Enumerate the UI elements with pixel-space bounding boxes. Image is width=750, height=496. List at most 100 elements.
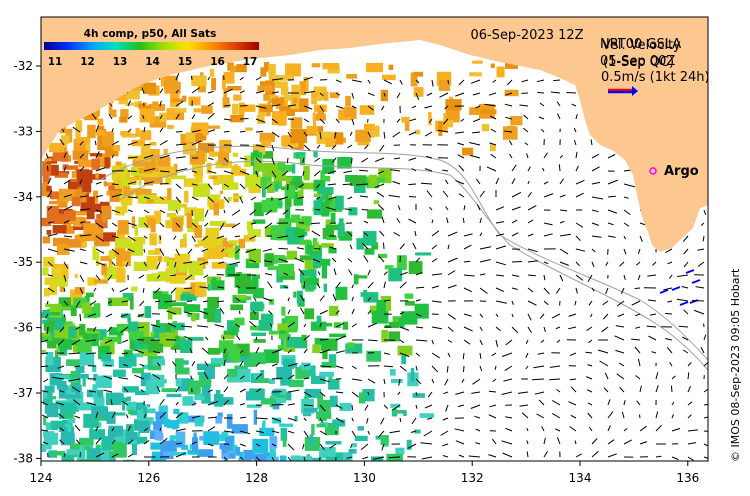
sst-patch bbox=[184, 207, 198, 217]
velocity-arrow bbox=[79, 287, 84, 294]
sst-patch bbox=[231, 165, 241, 175]
velocity-arrow bbox=[327, 170, 337, 175]
sst-patch bbox=[148, 157, 161, 172]
velocity-arrow bbox=[134, 374, 145, 380]
velocity-arrow bbox=[287, 389, 300, 393]
sst-patch bbox=[143, 407, 148, 419]
velocity-arrow bbox=[536, 79, 545, 83]
sst-patch bbox=[345, 95, 351, 107]
sst-patch bbox=[406, 439, 412, 450]
sst-patch bbox=[101, 205, 112, 219]
velocity-arrow bbox=[505, 416, 513, 419]
velocity-arrow bbox=[521, 79, 529, 83]
velocity-arrow bbox=[486, 166, 497, 172]
sst-patch bbox=[165, 172, 172, 185]
sst-patch bbox=[144, 161, 151, 171]
colorbar-tick-label: 12 bbox=[80, 56, 95, 68]
sst-patch bbox=[490, 63, 495, 68]
sst-patch bbox=[329, 333, 347, 338]
velocity-arrow bbox=[574, 440, 577, 445]
velocity-arrow bbox=[351, 417, 354, 422]
sst-patch bbox=[132, 443, 137, 456]
velocity-arrow bbox=[61, 128, 65, 133]
velocity-arrow bbox=[139, 300, 145, 307]
sst-patch bbox=[308, 457, 322, 461]
velocity-arrow bbox=[591, 450, 599, 458]
velocity-arrow bbox=[651, 351, 657, 354]
velocity-arrow bbox=[671, 401, 675, 406]
sst-patch bbox=[249, 325, 266, 331]
sst-patch bbox=[95, 173, 99, 179]
velocity-arrow bbox=[170, 287, 177, 294]
sst-patch bbox=[83, 223, 99, 234]
sst-patch bbox=[131, 216, 136, 229]
velocity-arrow bbox=[623, 428, 628, 432]
velocity-arrow bbox=[287, 417, 297, 422]
sst-patch bbox=[132, 237, 146, 245]
velocity-arrow bbox=[79, 452, 81, 458]
velocity-arrow bbox=[411, 417, 417, 425]
sst-patch bbox=[325, 441, 342, 445]
sst-patch bbox=[83, 446, 91, 450]
velocity-arrow bbox=[399, 271, 408, 276]
velocity-arrow bbox=[45, 153, 49, 159]
sst-patch bbox=[303, 407, 318, 413]
sst-patch bbox=[194, 212, 204, 219]
velocity-arrow bbox=[618, 362, 625, 367]
sst-patch bbox=[245, 359, 258, 367]
sst-patch bbox=[198, 85, 206, 93]
sst-patch bbox=[121, 133, 137, 138]
sst-patch bbox=[288, 379, 304, 388]
sst-patch bbox=[50, 191, 60, 200]
velocity-arrow bbox=[442, 417, 449, 421]
sst-patch bbox=[211, 175, 218, 180]
sst-patch bbox=[192, 437, 199, 451]
velocity-arrow bbox=[302, 157, 305, 163]
velocity-arrow bbox=[303, 404, 314, 407]
sst-patch bbox=[301, 362, 311, 370]
sst-patch bbox=[152, 290, 162, 299]
velocity-arrow bbox=[519, 104, 529, 107]
sst-patch bbox=[335, 452, 353, 461]
sst-patch bbox=[234, 317, 245, 326]
velocity-arrow bbox=[703, 403, 708, 406]
sst-patch bbox=[159, 112, 167, 122]
sst-patch bbox=[188, 96, 201, 106]
sst-patch bbox=[207, 296, 220, 308]
sst-patch bbox=[166, 420, 180, 429]
velocity-arrow bbox=[543, 437, 546, 445]
velocity-arrow bbox=[623, 196, 629, 199]
velocity-arrow bbox=[59, 427, 65, 432]
velocity-arrow bbox=[607, 411, 614, 419]
velocity-arrow bbox=[446, 217, 449, 224]
velocity-arrow bbox=[591, 153, 600, 159]
sst-patch bbox=[209, 220, 227, 226]
velocity-arrow bbox=[294, 257, 305, 263]
velocity-arrow bbox=[255, 373, 263, 380]
sst-patch bbox=[243, 449, 255, 460]
sst-patch bbox=[93, 279, 108, 284]
velocity-arrow bbox=[223, 386, 229, 393]
velocity-arrow bbox=[383, 92, 386, 97]
velocity-arrow bbox=[363, 220, 369, 224]
sst-patch bbox=[300, 182, 317, 190]
velocity-arrow bbox=[426, 155, 433, 159]
velocity-arrow bbox=[166, 310, 177, 315]
velocity-arrow bbox=[127, 128, 132, 133]
velocity-arrow bbox=[381, 443, 385, 451]
velocity-arrow bbox=[605, 261, 609, 266]
velocity-arrow bbox=[334, 131, 337, 139]
sst-patch bbox=[131, 286, 138, 292]
velocity-arrow bbox=[655, 424, 662, 432]
velocity-arrow bbox=[127, 453, 133, 458]
sst-patch bbox=[259, 132, 276, 143]
velocity-arrow bbox=[399, 326, 410, 331]
sst-patch bbox=[126, 424, 134, 439]
velocity-arrow bbox=[319, 391, 326, 397]
plot-frame bbox=[40, 16, 709, 462]
velocity-arrow bbox=[255, 131, 264, 133]
velocity-arrow bbox=[252, 310, 257, 315]
velocity-arrow bbox=[71, 339, 81, 346]
velocity-arrow bbox=[298, 235, 305, 238]
velocity-arrow bbox=[634, 346, 641, 354]
